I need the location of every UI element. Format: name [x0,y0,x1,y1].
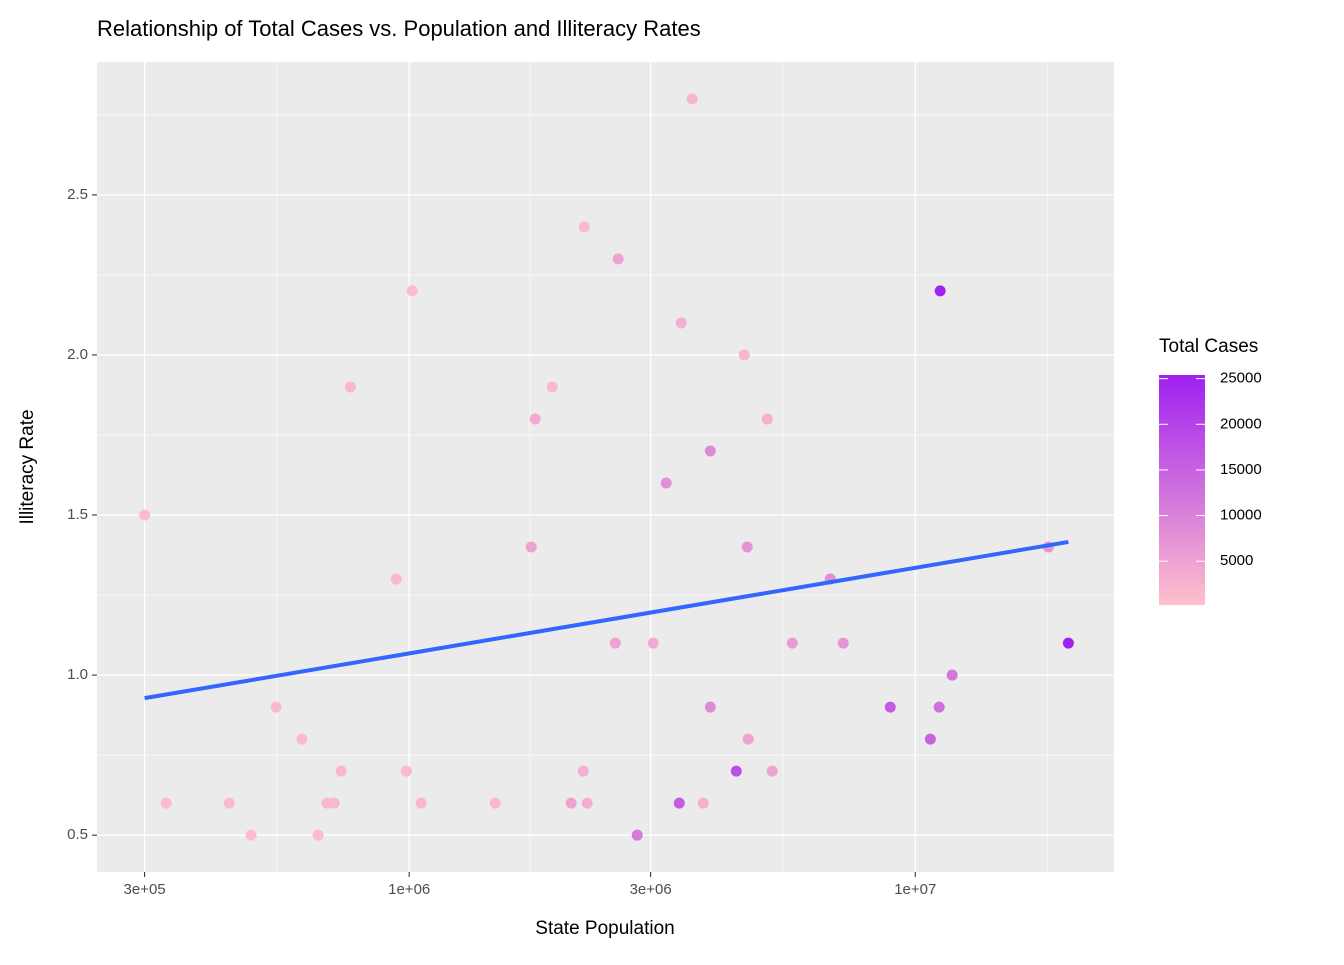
point [686,93,698,105]
x-tick-label: 1e+07 [894,881,936,898]
y-tick-label: 0.5 [67,826,88,843]
point [578,221,590,233]
point [934,285,946,297]
x-tick-label: 3e+06 [630,881,672,898]
point [738,349,750,361]
x-tick-label: 3e+05 [124,881,166,898]
colorbar-tick-label: 25000 [1220,370,1262,387]
point [525,541,537,553]
point [1062,637,1074,649]
point [742,733,754,745]
point [328,797,340,809]
panel-background [97,62,1114,872]
point [577,765,589,777]
point [160,797,172,809]
point [296,733,308,745]
point [741,541,753,553]
point [546,381,558,393]
point [139,509,151,521]
point [612,253,624,265]
point [406,285,418,297]
colorbar-tick-label: 15000 [1220,461,1262,478]
point [529,413,541,425]
point [335,765,347,777]
point [884,701,896,713]
point [223,797,235,809]
point [631,829,643,841]
point [697,797,709,809]
point [489,797,501,809]
colorbar [1159,375,1205,605]
point [924,733,936,745]
point [581,797,593,809]
y-tick-label: 1.0 [67,666,88,683]
x-tick-label: 1e+06 [388,881,430,898]
point [730,765,742,777]
point [565,797,577,809]
point [609,637,621,649]
point [675,317,687,329]
point [270,701,282,713]
point [312,829,324,841]
colorbar-tick-label: 5000 [1220,552,1253,569]
point [245,829,257,841]
point [786,637,798,649]
chart-title: Relationship of Total Cases vs. Populati… [97,16,701,41]
trend-line [144,539,1069,701]
x-axis-label: State Population [535,918,674,939]
colorbar-tick-label: 10000 [1220,507,1262,524]
y-axis-label: Illiteracy Rate [17,409,38,524]
point [933,701,945,713]
point [390,573,402,585]
y-tick-label: 2.0 [67,346,88,363]
point [946,669,958,681]
point [660,477,672,489]
colorbar-tick-label: 20000 [1220,415,1262,432]
point [704,445,716,457]
point [344,381,356,393]
point [761,413,773,425]
point [415,797,427,809]
y-tick-label: 1.5 [67,506,88,523]
y-tick-label: 2.5 [67,186,88,203]
point [400,765,412,777]
point [673,797,685,809]
legend-title: Total Cases [1159,336,1258,357]
point [837,637,849,649]
point [647,637,659,649]
point [766,765,778,777]
point [704,701,716,713]
